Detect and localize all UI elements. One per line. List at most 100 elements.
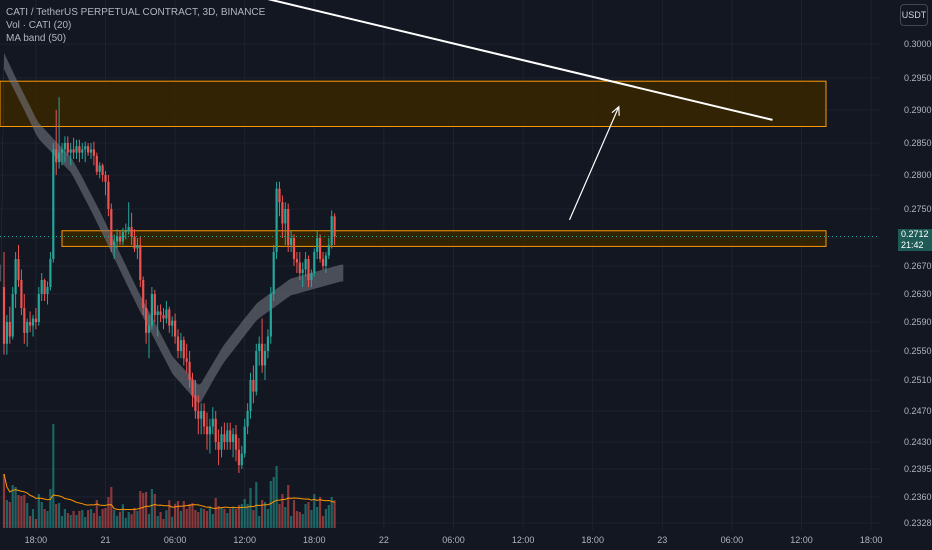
ma-band-indicator-label[interactable]: MA band (50): [6, 33, 67, 44]
volume-bar: [194, 510, 197, 528]
volume-bar: [165, 510, 168, 528]
candle-body: [66, 143, 69, 153]
volume-bar: [130, 514, 133, 528]
volume-bar: [258, 516, 261, 528]
volume-bar: [136, 511, 139, 528]
volume-bar: [159, 512, 162, 528]
candle-body: [165, 309, 168, 319]
candle-body: [8, 322, 11, 337]
candle-body: [226, 430, 229, 442]
candle-body: [240, 453, 243, 466]
candle-body: [37, 294, 40, 322]
candle-body: [5, 322, 8, 344]
candle-body: [162, 315, 165, 319]
candle-body: [168, 309, 171, 326]
last-price-tag: 0.2712 21:42: [898, 228, 932, 251]
currency-button[interactable]: USDT: [900, 4, 928, 26]
volume-bar: [295, 511, 298, 528]
candle-body: [208, 426, 211, 435]
y-axis-tick: 0.2800: [904, 170, 932, 180]
candle-body: [292, 238, 296, 259]
volume-bar: [63, 509, 66, 528]
candle-body: [58, 152, 61, 163]
volume-bar: [246, 504, 249, 528]
candle-body: [243, 426, 246, 454]
volume-bar: [14, 487, 17, 528]
candle-body: [95, 155, 98, 172]
volume-bar: [321, 516, 325, 528]
volume-bar: [52, 424, 55, 528]
volume-bar: [327, 505, 330, 528]
candle-body: [14, 259, 17, 294]
candle-body: [87, 146, 90, 153]
candle-body: [284, 209, 287, 224]
volume-bar: [142, 493, 145, 528]
y-axis-tick: 0.2360: [904, 492, 932, 502]
volume-bar: [40, 502, 43, 528]
volume-bar: [2, 474, 6, 528]
volume-bar: [284, 507, 287, 528]
y-axis-tick: 0.2328: [904, 518, 932, 528]
x-axis-tick: 12:00: [233, 535, 256, 545]
volume-bar: [301, 514, 304, 528]
volume-bar: [118, 511, 122, 528]
volume-bar: [84, 517, 87, 528]
y-axis-tick: 0.2470: [904, 406, 932, 416]
volume-bar: [261, 500, 264, 528]
volume-indicator-label[interactable]: Vol · CATI (20): [6, 20, 72, 31]
volume-bar: [104, 508, 107, 528]
volume-bar: [292, 500, 296, 528]
volume-bar: [185, 509, 188, 528]
volume-bar: [11, 485, 14, 528]
candle-body: [60, 149, 64, 153]
volume-bar: [249, 488, 252, 528]
candle-body: [185, 358, 188, 362]
x-axis-tick: 12:00: [512, 535, 535, 545]
volume-bar: [211, 514, 214, 528]
candle-body: [246, 411, 249, 427]
candle-body: [43, 280, 46, 294]
x-axis-tick: 18:00: [860, 535, 883, 545]
volume-bar: [5, 500, 8, 528]
volume-bar: [240, 504, 243, 528]
candle-body: [278, 188, 281, 203]
candle-body: [136, 245, 139, 249]
candle-body: [159, 311, 162, 315]
candle-body: [52, 149, 55, 259]
volume-bar: [133, 507, 136, 528]
candle-body: [40, 280, 43, 294]
candle-body: [63, 143, 66, 150]
candle-body: [153, 294, 156, 315]
candle-body: [113, 241, 116, 245]
volume-bar: [49, 489, 52, 528]
volume-bar: [182, 501, 185, 528]
candle-body: [81, 149, 84, 153]
volume-bar: [66, 513, 69, 528]
x-axis-tick: 21: [100, 535, 110, 545]
volume-bar: [272, 477, 275, 528]
ma-band: [0, 52, 344, 404]
candle-body: [49, 259, 52, 287]
volume-bar: [127, 512, 130, 528]
candle-body: [310, 273, 313, 280]
bar-countdown: 21:42: [901, 239, 924, 250]
resistance-zone: [61, 230, 827, 247]
volume-bar: [116, 515, 119, 528]
candle-body: [182, 340, 185, 359]
candle-body: [313, 252, 316, 273]
candle-body: [272, 252, 275, 294]
volume-bar: [145, 492, 148, 528]
symbol-title[interactable]: CATI / TetherUS PERPETUAL CONTRACT, 3D, …: [6, 7, 266, 18]
volume-bar: [269, 481, 272, 528]
x-axis-tick: 06:00: [442, 535, 465, 545]
x-axis-tick: 06:00: [721, 535, 744, 545]
resistance-zone: [0, 80, 827, 127]
y-axis-tick: 0.2590: [904, 317, 932, 327]
candle-body: [324, 255, 327, 266]
arrow-head: [611, 105, 620, 116]
projection-arrow: [568, 106, 620, 221]
candle-body: [107, 181, 110, 209]
volume-bar: [208, 507, 211, 528]
volume-bar: [58, 503, 61, 528]
